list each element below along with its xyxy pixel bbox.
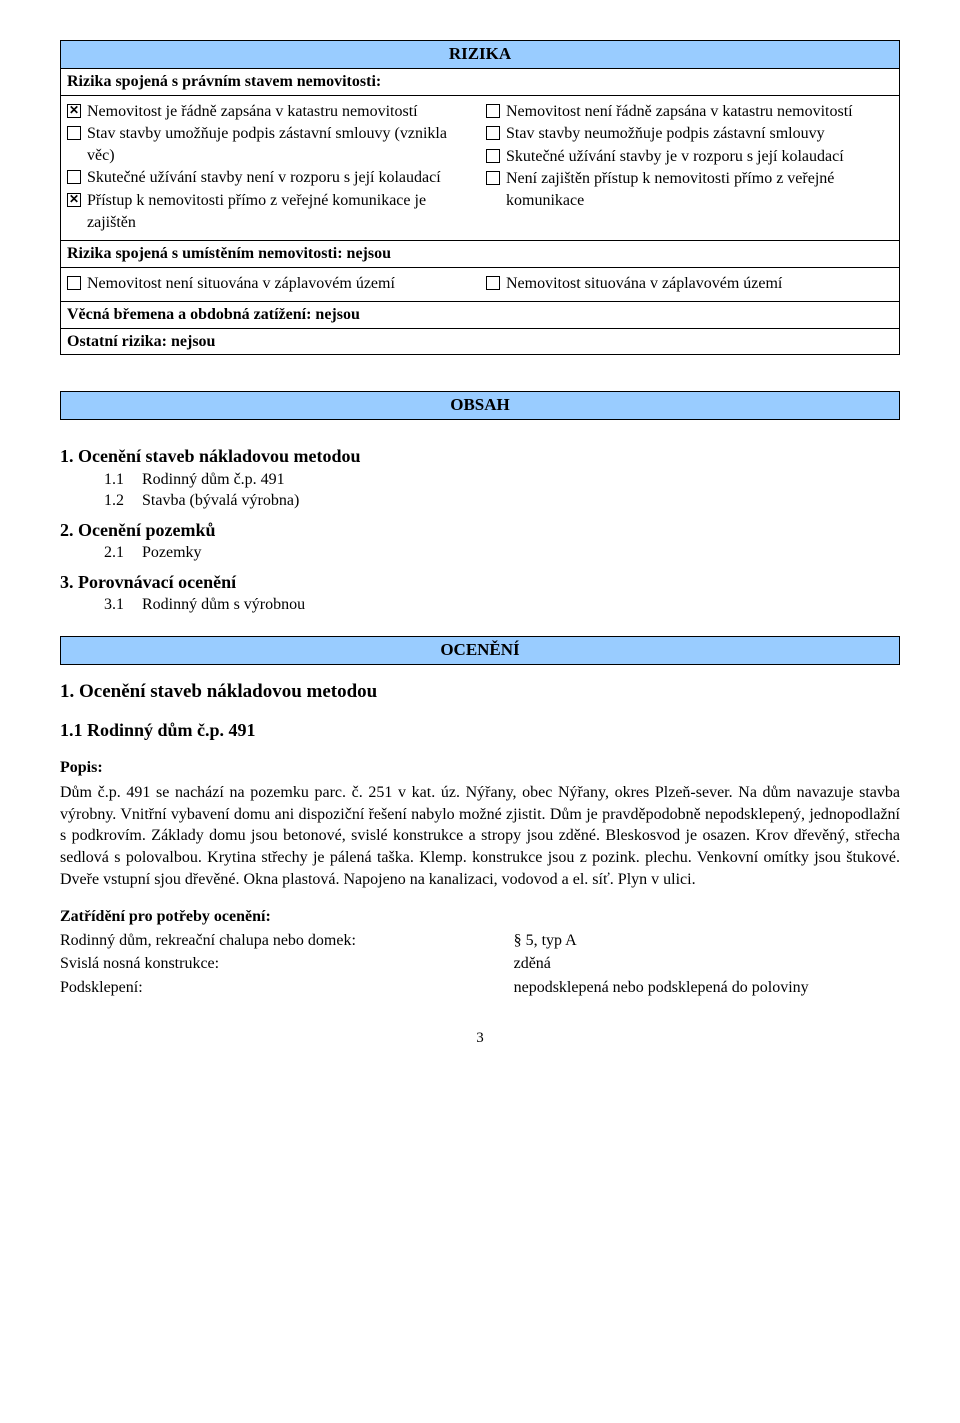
rizika-row2-heading: Rizika spojená s umístěním nemovitosti: …: [61, 240, 899, 268]
oceneni-h2: 1.1 Rodinný dům č.p. 491: [60, 718, 900, 742]
toc-lvl1: 1. Ocenění staveb nákladovou metodou: [60, 444, 900, 468]
check-item: Stav stavby neumožňuje podpis zástavní s…: [486, 123, 893, 145]
check-item: Nemovitost není situována v záplavovém ú…: [67, 273, 474, 295]
oceneni-header: OCENĚNÍ: [60, 636, 900, 665]
toc-text: Rodinný dům s výrobnou: [142, 594, 305, 616]
rizika-row1-heading: Rizika spojená s právním stavem nemovito…: [61, 69, 899, 96]
rizika-row1-body: Nemovitost je řádně zapsána v katastru n…: [61, 96, 899, 241]
zat-right: nepodsklepená nebo podsklepená do polovi…: [514, 977, 900, 999]
toc: 1. Ocenění staveb nákladovou metodou1.1R…: [60, 444, 900, 615]
zat-left: Rodinný dům, rekreační chalupa nebo dome…: [60, 930, 514, 952]
check-text: Nemovitost není řádně zapsána v katastru…: [506, 101, 893, 123]
check-text: Stav stavby umožňuje podpis zástavní sml…: [87, 123, 474, 166]
zatrideni-row: Svislá nosná konstrukce:zděná: [60, 953, 900, 975]
rizika-row2-right-col: Nemovitost situována v záplavovém území: [480, 268, 899, 302]
check-text: Skutečné užívání stavby je v rozporu s j…: [506, 146, 893, 168]
zat-right: § 5, typ A: [514, 930, 900, 952]
page-number: 3: [60, 1028, 900, 1048]
rizika-row2-left-col: Nemovitost není situována v záplavovém ú…: [61, 268, 480, 302]
rizika-right-col: Nemovitost není řádně zapsána v katastru…: [480, 96, 899, 241]
toc-num: 1.2: [104, 490, 142, 512]
rizika-row2-body: Nemovitost není situována v záplavovém ú…: [61, 268, 899, 302]
check-text: Nemovitost je řádně zapsána v katastru n…: [87, 101, 474, 123]
checkbox-icon: [67, 170, 81, 184]
rizika-header: RIZIKA: [60, 40, 900, 69]
toc-num: 3.1: [104, 594, 142, 616]
toc-lvl1: 2. Ocenění pozemků: [60, 518, 900, 542]
zat-right: zděná: [514, 953, 900, 975]
rizika-row3: Věcná břemena a obdobná zatížení: nejsou: [61, 301, 899, 328]
check-item: Nemovitost není řádně zapsána v katastru…: [486, 101, 893, 123]
toc-text: Rodinný dům č.p. 491: [142, 469, 285, 491]
check-item: Stav stavby umožňuje podpis zástavní sml…: [67, 123, 474, 166]
zatrideni-rows: Rodinný dům, rekreační chalupa nebo dome…: [60, 930, 900, 999]
checkbox-icon: [486, 276, 500, 290]
oceneni-h1: 1. Ocenění staveb nákladovou metodou: [60, 679, 900, 705]
check-text: Stav stavby neumožňuje podpis zástavní s…: [506, 123, 893, 145]
check-item: Není zajištěn přístup k nemovitosti přím…: [486, 168, 893, 211]
check-item: Přístup k nemovitosti přímo z veřejné ko…: [67, 190, 474, 233]
check-item: Nemovitost situována v záplavovém území: [486, 273, 893, 295]
toc-num: 1.1: [104, 469, 142, 491]
zat-left: Svislá nosná konstrukce:: [60, 953, 514, 975]
checkbox-icon: [67, 104, 81, 118]
checkbox-icon: [67, 126, 81, 140]
checkbox-icon: [486, 171, 500, 185]
checkbox-icon: [486, 126, 500, 140]
check-item: Skutečné užívání stavby je v rozporu s j…: [486, 146, 893, 168]
rizika-table: Rizika spojená s právním stavem nemovito…: [60, 69, 900, 356]
zatrideni-label: Zatřídění pro potřeby ocenění:: [60, 906, 900, 928]
checkbox-icon: [486, 149, 500, 163]
rizika-left-col: Nemovitost je řádně zapsána v katastru n…: [61, 96, 480, 241]
check-text: Není zajištěn přístup k nemovitosti přím…: [506, 168, 893, 211]
check-text: Přístup k nemovitosti přímo z veřejné ko…: [87, 190, 474, 233]
checkbox-icon: [67, 193, 81, 207]
check-text: Nemovitost situována v záplavovém území: [506, 273, 893, 295]
check-item: Skutečné užívání stavby není v rozporu s…: [67, 167, 474, 189]
toc-num: 2.1: [104, 542, 142, 564]
toc-lvl1: 3. Porovnávací ocenění: [60, 570, 900, 594]
toc-text: Stavba (bývalá výrobna): [142, 490, 299, 512]
check-item: Nemovitost je řádně zapsána v katastru n…: [67, 101, 474, 123]
checkbox-icon: [486, 104, 500, 118]
toc-lvl2: 2.1Pozemky: [104, 542, 900, 564]
check-text: Nemovitost není situována v záplavovém ú…: [87, 273, 474, 295]
obsah-header: OBSAH: [60, 391, 900, 420]
rizika-row4: Ostatní rizika: nejsou: [61, 328, 899, 355]
zatrideni-row: Rodinný dům, rekreační chalupa nebo dome…: [60, 930, 900, 952]
popis-body: Dům č.p. 491 se nachází na pozemku parc.…: [60, 782, 900, 890]
toc-lvl2: 3.1Rodinný dům s výrobnou: [104, 594, 900, 616]
check-text: Skutečné užívání stavby není v rozporu s…: [87, 167, 474, 189]
zatrideni-row: Podsklepení:nepodsklepená nebo podsklepe…: [60, 977, 900, 999]
toc-lvl2: 1.1Rodinný dům č.p. 491: [104, 469, 900, 491]
popis-label: Popis:: [60, 757, 900, 779]
zat-left: Podsklepení:: [60, 977, 514, 999]
toc-lvl2: 1.2Stavba (bývalá výrobna): [104, 490, 900, 512]
toc-text: Pozemky: [142, 542, 202, 564]
checkbox-icon: [67, 276, 81, 290]
